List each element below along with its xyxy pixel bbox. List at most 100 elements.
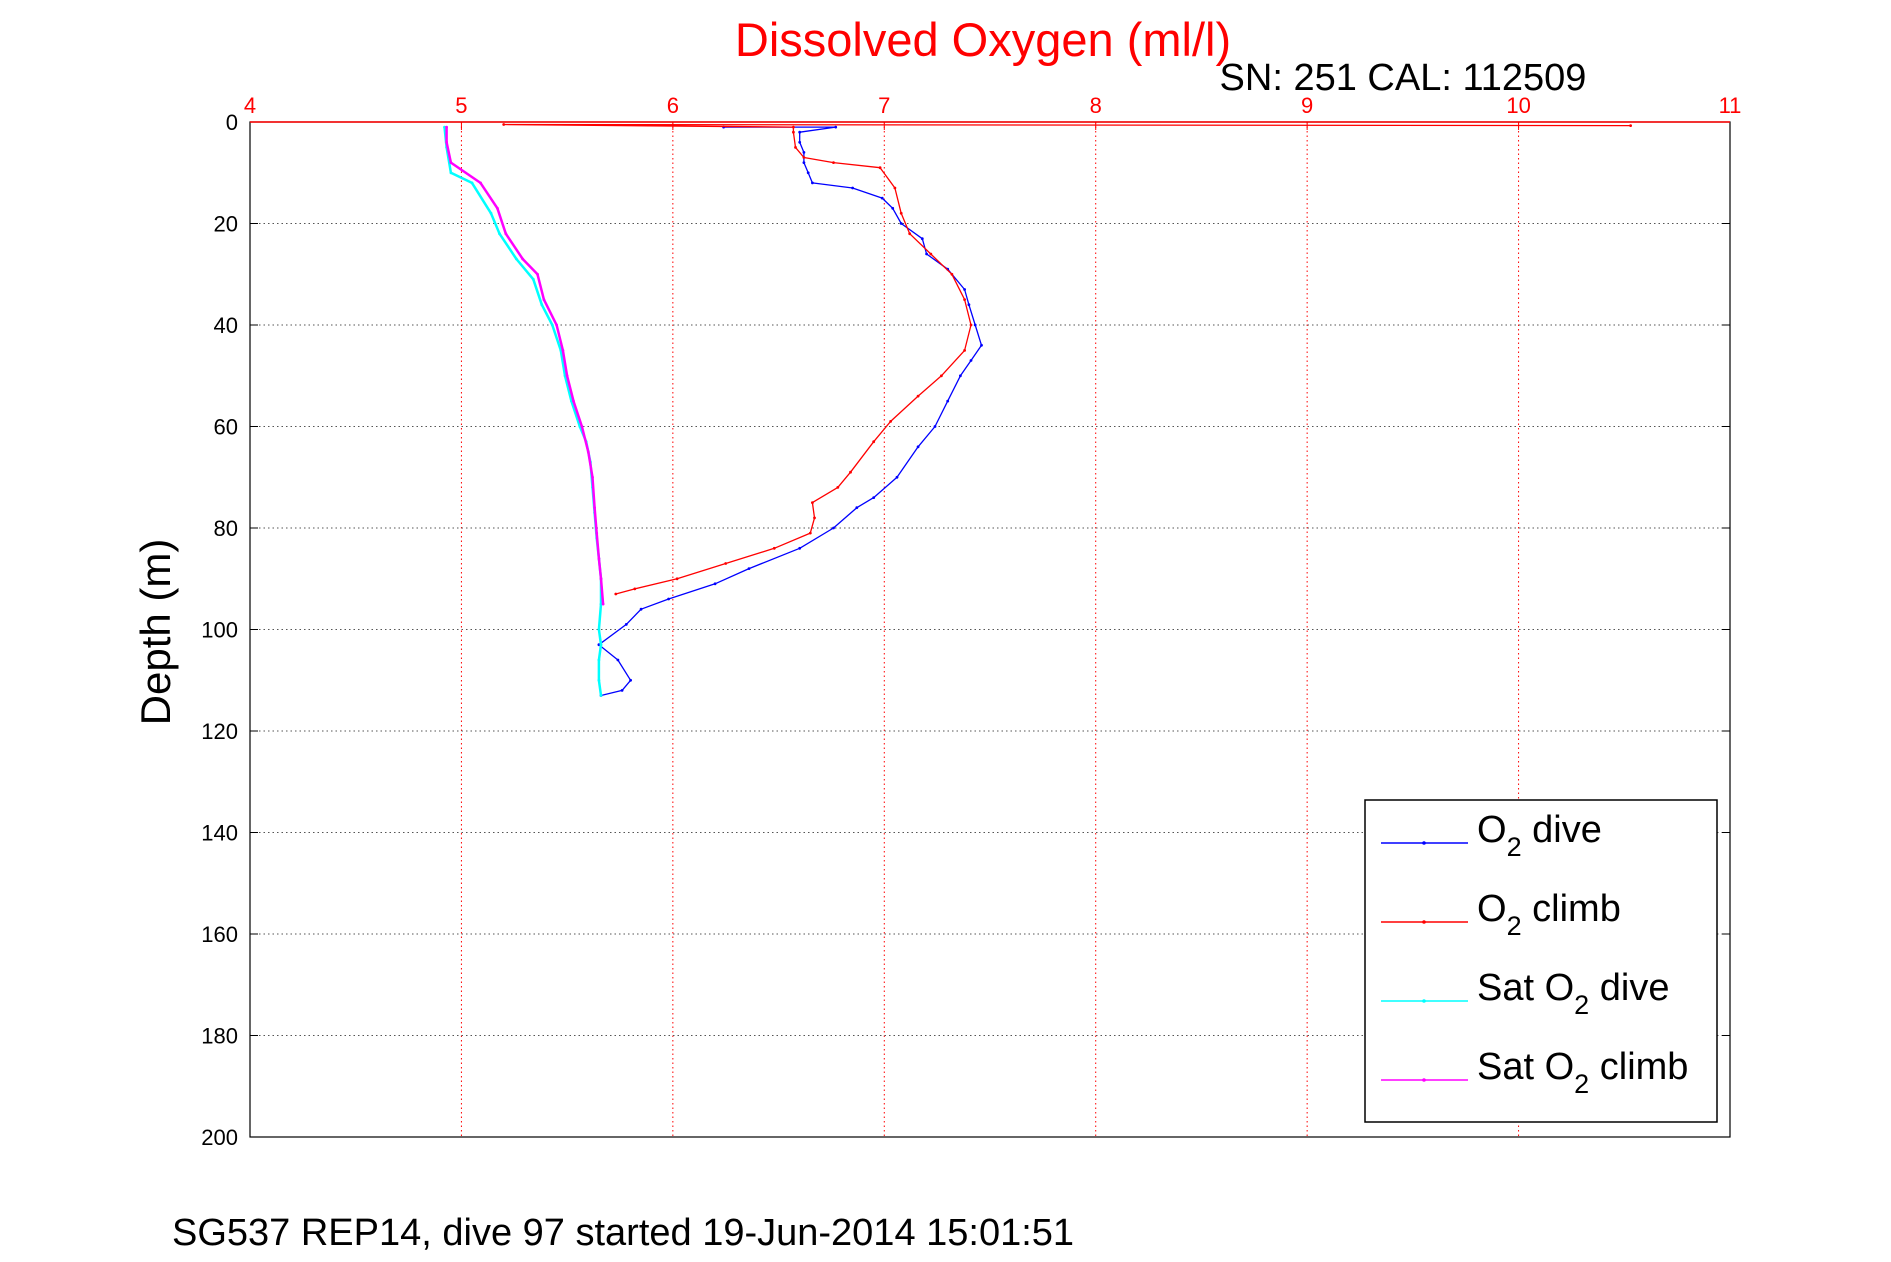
chart-subtitle: SN: 251 CAL: 112509 — [1220, 57, 1587, 99]
legend-label-rest: climb — [1522, 888, 1621, 930]
data-point — [504, 232, 508, 236]
data-point — [899, 222, 903, 225]
data-point — [521, 257, 525, 261]
data-point — [595, 531, 599, 535]
data-point — [832, 526, 835, 530]
data-point — [908, 232, 912, 236]
data-point — [597, 678, 601, 682]
x-tick-label: 4 — [244, 93, 256, 118]
legend-marker — [1422, 920, 1426, 924]
data-point — [963, 349, 966, 352]
data-point — [542, 298, 546, 301]
legend-label-rest: climb — [1589, 1046, 1688, 1088]
legend-label-rest: dive — [1522, 809, 1602, 851]
data-point — [834, 125, 838, 129]
data-point — [933, 425, 937, 428]
data-point — [792, 130, 795, 134]
data-point — [925, 252, 928, 256]
data-point — [593, 506, 596, 510]
legend-label-subscript: 2 — [1507, 832, 1522, 862]
legend-label-subscript: 2 — [1574, 1069, 1589, 1099]
data-point — [802, 161, 806, 165]
data-point — [836, 486, 840, 489]
y-tick-label: 100 — [201, 618, 238, 643]
data-point — [675, 577, 679, 581]
legend-box — [1364, 799, 1718, 1123]
data-point — [580, 425, 584, 428]
y-tick-label: 60 — [214, 415, 238, 440]
data-point — [811, 181, 814, 185]
legend-label-base: Sat O — [1477, 967, 1574, 1009]
data-point — [443, 125, 446, 129]
data-point — [624, 623, 628, 626]
legend-label-rest: dive — [1589, 967, 1669, 1009]
x-tick-label: 5 — [455, 93, 467, 118]
data-point — [561, 349, 565, 352]
x-tick-label: 6 — [667, 93, 679, 118]
data-point — [959, 374, 962, 378]
legend-label-base: O — [1477, 888, 1507, 930]
data-point — [449, 171, 453, 175]
data-point — [563, 374, 567, 378]
data-point — [916, 394, 920, 398]
legend-label: Sat O2 climb — [1477, 1046, 1688, 1099]
legend-label-subscript: 2 — [1574, 990, 1589, 1020]
data-point — [713, 582, 717, 586]
data-point — [479, 181, 482, 185]
series-line-sat-o2-climb — [445, 127, 605, 605]
data-point — [502, 123, 506, 126]
series-layer — [443, 123, 1632, 697]
data-point — [489, 211, 493, 215]
data-point — [980, 343, 983, 347]
data-point — [572, 399, 575, 403]
data-point — [940, 374, 943, 378]
data-point — [639, 607, 643, 611]
series-line-o2-climb — [503, 123, 1631, 595]
data-point — [591, 475, 594, 479]
x-tick-label: 11 — [1719, 93, 1742, 118]
data-point — [597, 658, 601, 662]
data-point — [872, 440, 876, 444]
data-point — [470, 181, 474, 185]
data-point — [802, 151, 806, 154]
data-point — [798, 546, 802, 550]
data-point — [614, 592, 618, 596]
data-point — [633, 587, 637, 591]
y-tick-label: 200 — [201, 1125, 238, 1150]
legend-marker — [1422, 841, 1426, 845]
y-tick-label: 180 — [201, 1024, 238, 1049]
data-point — [724, 562, 728, 565]
data-point — [599, 694, 603, 697]
data-point — [798, 140, 802, 144]
data-point — [772, 546, 776, 550]
y-tick-label: 80 — [214, 516, 238, 541]
data-point — [747, 567, 751, 570]
data-point — [967, 303, 971, 307]
y-tick-label: 140 — [201, 821, 238, 846]
data-point — [946, 399, 950, 403]
data-point — [498, 232, 501, 236]
data-point — [893, 186, 897, 190]
ticks: 4 5 6 7 8 9 10 11 0 20 40 60 80 100 120 140 160 180 200 — [201, 93, 1741, 1150]
y-axis-label: Depth (m) — [132, 539, 179, 726]
data-point — [811, 501, 814, 504]
data-point — [849, 470, 852, 474]
data-point — [963, 288, 966, 291]
legend-label-base: Sat O — [1477, 1046, 1574, 1088]
data-point — [950, 272, 954, 276]
y-tick-label: 40 — [214, 313, 238, 338]
data-point — [1629, 124, 1632, 127]
data-point — [515, 257, 518, 261]
data-point — [920, 237, 924, 241]
data-point — [855, 506, 859, 510]
data-point — [806, 171, 810, 175]
data-point — [597, 628, 601, 631]
figure-caption: SG537 REP14, dive 97 started 19-Jun-2014… — [172, 1212, 1074, 1254]
x-tick-label: 9 — [1301, 93, 1313, 118]
data-point — [565, 374, 569, 378]
data-point — [891, 206, 895, 210]
y-tick-label: 120 — [201, 719, 238, 744]
x-tick-label: 7 — [878, 93, 890, 118]
